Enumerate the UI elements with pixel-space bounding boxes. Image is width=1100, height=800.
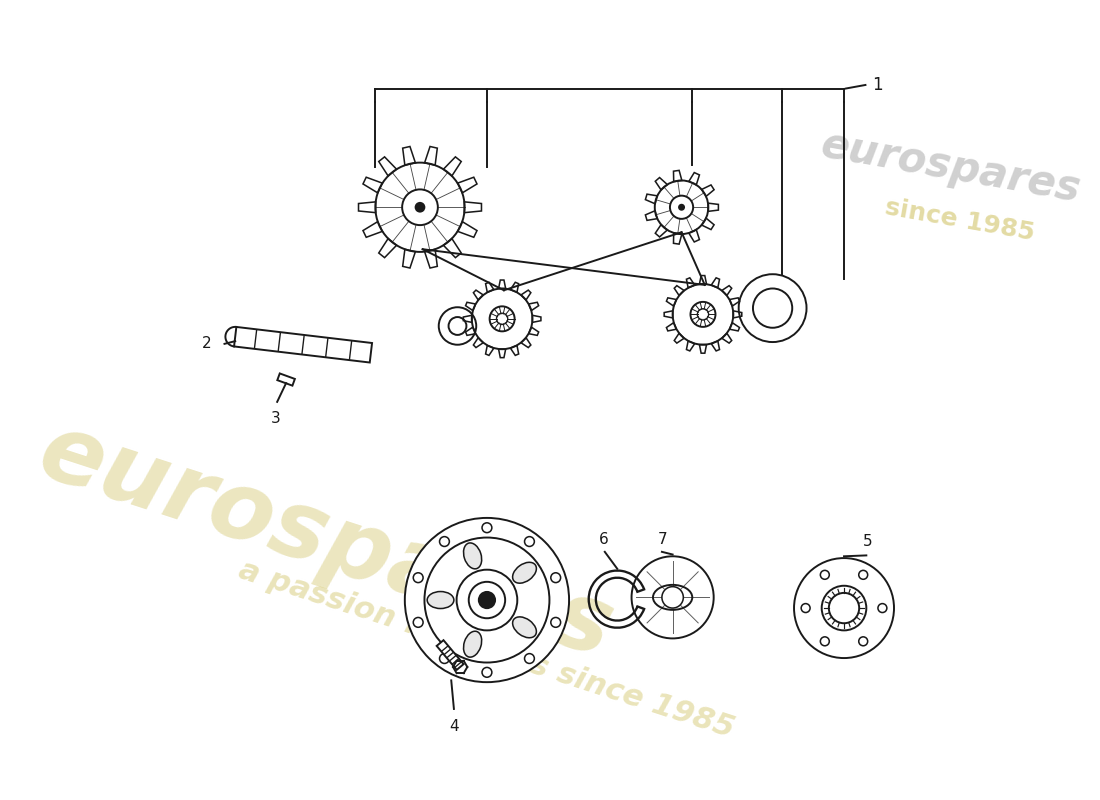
Text: 3: 3 xyxy=(271,410,281,426)
Circle shape xyxy=(525,537,535,546)
Circle shape xyxy=(678,204,685,210)
Circle shape xyxy=(440,537,450,546)
Text: eurospares: eurospares xyxy=(818,123,1085,210)
Text: eurospares: eurospares xyxy=(28,406,625,678)
Text: 1: 1 xyxy=(872,76,883,94)
Circle shape xyxy=(482,667,492,678)
Circle shape xyxy=(415,202,426,213)
Text: a passion for parts since 1985: a passion for parts since 1985 xyxy=(235,555,738,743)
Polygon shape xyxy=(277,374,295,386)
Text: 5: 5 xyxy=(864,534,873,549)
Ellipse shape xyxy=(513,562,537,583)
Circle shape xyxy=(403,190,438,225)
Circle shape xyxy=(414,573,424,582)
Circle shape xyxy=(490,306,515,331)
Circle shape xyxy=(482,523,492,533)
Circle shape xyxy=(551,573,561,582)
Circle shape xyxy=(425,538,549,662)
Ellipse shape xyxy=(513,617,537,638)
Circle shape xyxy=(405,518,569,682)
Text: 4: 4 xyxy=(449,718,459,734)
Circle shape xyxy=(477,591,496,609)
Circle shape xyxy=(440,654,450,663)
Circle shape xyxy=(525,654,535,663)
Polygon shape xyxy=(234,327,372,362)
Text: 6: 6 xyxy=(600,532,608,547)
Ellipse shape xyxy=(463,543,482,569)
Text: 7: 7 xyxy=(658,532,668,547)
Ellipse shape xyxy=(463,631,482,657)
Ellipse shape xyxy=(427,591,454,609)
Circle shape xyxy=(414,618,424,627)
Circle shape xyxy=(456,570,517,630)
Text: since 1985: since 1985 xyxy=(883,196,1036,246)
Polygon shape xyxy=(437,640,463,670)
Circle shape xyxy=(551,618,561,627)
Circle shape xyxy=(670,196,693,219)
Text: 2: 2 xyxy=(202,336,212,351)
Circle shape xyxy=(691,302,715,327)
